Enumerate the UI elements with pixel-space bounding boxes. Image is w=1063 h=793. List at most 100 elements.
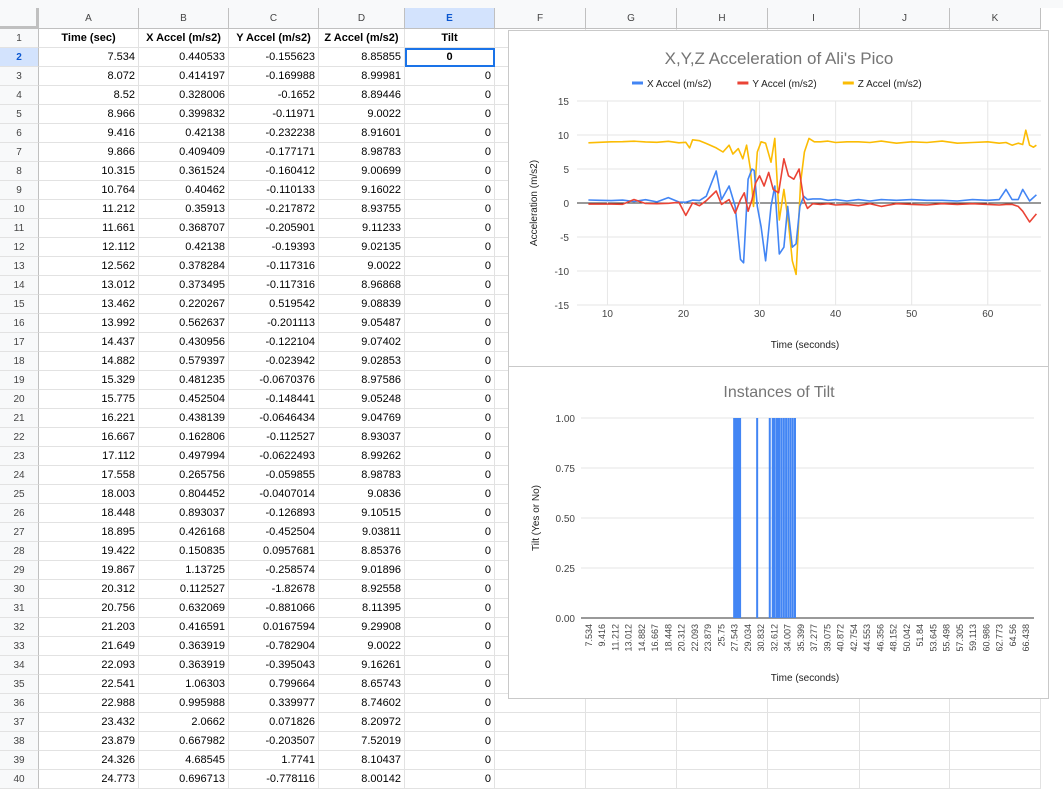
column-header-c[interactable]: C (229, 8, 319, 29)
row-header-19[interactable]: 19 (0, 371, 39, 390)
row-header-11[interactable]: 11 (0, 219, 39, 238)
cell-a12[interactable]: 12.112 (39, 238, 139, 257)
cell-e15[interactable]: 0 (405, 295, 495, 314)
column-header-b[interactable]: B (139, 8, 229, 29)
column-header-j[interactable]: J (860, 8, 950, 29)
cell-b17[interactable]: 0.430956 (139, 333, 229, 352)
cell-a25[interactable]: 18.003 (39, 485, 139, 504)
cell-d19[interactable]: 8.97586 (319, 371, 405, 390)
cell-a16[interactable]: 13.992 (39, 314, 139, 333)
cell-a23[interactable]: 17.112 (39, 447, 139, 466)
cell-g36[interactable] (586, 694, 677, 713)
cell-b26[interactable]: 0.893037 (139, 504, 229, 523)
cell-a37[interactable]: 23.432 (39, 713, 139, 732)
cell-a24[interactable]: 17.558 (39, 466, 139, 485)
cell-d22[interactable]: 8.93037 (319, 428, 405, 447)
cell-d8[interactable]: 9.00699 (319, 162, 405, 181)
cell-e33[interactable]: 0 (405, 637, 495, 656)
cell-c12[interactable]: -0.19393 (229, 238, 319, 257)
cell-b24[interactable]: 0.265756 (139, 466, 229, 485)
cell-e11[interactable]: 0 (405, 219, 495, 238)
cell-b1[interactable]: X Accel (m/s2) (139, 29, 229, 48)
cell-b11[interactable]: 0.368707 (139, 219, 229, 238)
cell-a28[interactable]: 19.422 (39, 542, 139, 561)
cell-c19[interactable]: -0.0670376 (229, 371, 319, 390)
row-header-13[interactable]: 13 (0, 257, 39, 276)
cell-h40[interactable] (677, 770, 768, 789)
cell-e16[interactable]: 0 (405, 314, 495, 333)
cell-e6[interactable]: 0 (405, 124, 495, 143)
cell-d16[interactable]: 9.05487 (319, 314, 405, 333)
cell-j36[interactable] (860, 694, 950, 713)
cell-k39[interactable] (950, 751, 1041, 770)
cell-b2[interactable]: 0.440533 (139, 48, 229, 67)
cell-e13[interactable]: 0 (405, 257, 495, 276)
cell-e5[interactable]: 0 (405, 105, 495, 124)
cell-a1[interactable]: Time (sec) (39, 29, 139, 48)
cell-e23[interactable]: 0 (405, 447, 495, 466)
cell-a6[interactable]: 9.416 (39, 124, 139, 143)
cell-d1[interactable]: Z Accel (m/s2) (319, 29, 405, 48)
cell-b28[interactable]: 0.150835 (139, 542, 229, 561)
row-header-24[interactable]: 24 (0, 466, 39, 485)
cell-c4[interactable]: -0.1652 (229, 86, 319, 105)
row-header-28[interactable]: 28 (0, 542, 39, 561)
cell-a17[interactable]: 14.437 (39, 333, 139, 352)
row-header-1[interactable]: 1 (0, 29, 39, 48)
cell-c40[interactable]: -0.778116 (229, 770, 319, 789)
cell-d33[interactable]: 9.0022 (319, 637, 405, 656)
cell-d10[interactable]: 8.93755 (319, 200, 405, 219)
cell-d18[interactable]: 9.02853 (319, 352, 405, 371)
cell-a39[interactable]: 24.326 (39, 751, 139, 770)
cell-a15[interactable]: 13.462 (39, 295, 139, 314)
cell-d29[interactable]: 9.01896 (319, 561, 405, 580)
cell-e32[interactable]: 0 (405, 618, 495, 637)
cell-i39[interactable] (768, 751, 860, 770)
cell-c33[interactable]: -0.782904 (229, 637, 319, 656)
cell-b3[interactable]: 0.414197 (139, 67, 229, 86)
cell-b35[interactable]: 1.06303 (139, 675, 229, 694)
cell-b21[interactable]: 0.438139 (139, 409, 229, 428)
cell-d38[interactable]: 7.52019 (319, 732, 405, 751)
cell-d7[interactable]: 8.98783 (319, 143, 405, 162)
cell-c36[interactable]: 0.339977 (229, 694, 319, 713)
cell-c29[interactable]: -0.258574 (229, 561, 319, 580)
cell-c2[interactable]: -0.155623 (229, 48, 319, 67)
cell-a20[interactable]: 15.775 (39, 390, 139, 409)
cell-a4[interactable]: 8.52 (39, 86, 139, 105)
cell-k40[interactable] (950, 770, 1041, 789)
cell-d2[interactable]: 8.85855 (319, 48, 405, 67)
row-header-36[interactable]: 36 (0, 694, 39, 713)
cell-b31[interactable]: 0.632069 (139, 599, 229, 618)
row-header-17[interactable]: 17 (0, 333, 39, 352)
cell-a26[interactable]: 18.448 (39, 504, 139, 523)
cell-b40[interactable]: 0.696713 (139, 770, 229, 789)
row-header-33[interactable]: 33 (0, 637, 39, 656)
row-header-12[interactable]: 12 (0, 238, 39, 257)
cell-e1[interactable]: Tilt (405, 29, 495, 48)
cell-a34[interactable]: 22.093 (39, 656, 139, 675)
cell-a5[interactable]: 8.966 (39, 105, 139, 124)
row-header-38[interactable]: 38 (0, 732, 39, 751)
cell-e12[interactable]: 0 (405, 238, 495, 257)
row-header-22[interactable]: 22 (0, 428, 39, 447)
cell-b30[interactable]: 0.112527 (139, 580, 229, 599)
row-header-30[interactable]: 30 (0, 580, 39, 599)
cell-e25[interactable]: 0 (405, 485, 495, 504)
cell-a9[interactable]: 10.764 (39, 181, 139, 200)
cell-d20[interactable]: 9.05248 (319, 390, 405, 409)
cell-b14[interactable]: 0.373495 (139, 276, 229, 295)
cell-c7[interactable]: -0.177171 (229, 143, 319, 162)
cell-c21[interactable]: -0.0646434 (229, 409, 319, 428)
cell-b19[interactable]: 0.481235 (139, 371, 229, 390)
cell-a30[interactable]: 20.312 (39, 580, 139, 599)
cell-j39[interactable] (860, 751, 950, 770)
cell-i37[interactable] (768, 713, 860, 732)
cell-i40[interactable] (768, 770, 860, 789)
cell-k37[interactable] (950, 713, 1041, 732)
cell-e35[interactable]: 0 (405, 675, 495, 694)
cell-a35[interactable]: 22.541 (39, 675, 139, 694)
cell-c32[interactable]: 0.0167594 (229, 618, 319, 637)
cell-d6[interactable]: 8.91601 (319, 124, 405, 143)
cell-d3[interactable]: 8.99981 (319, 67, 405, 86)
